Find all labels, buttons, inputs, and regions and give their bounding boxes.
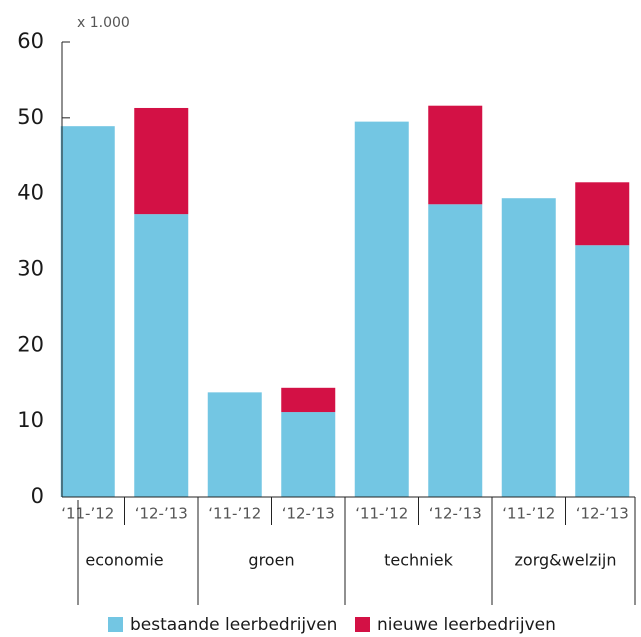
x-tick-label: ‘11-’12 [61, 505, 114, 523]
legend-label: nieuwe leerbedrijven [377, 615, 556, 635]
legend-swatch [355, 617, 370, 632]
unit-label: x 1.000 [77, 15, 130, 31]
legend-label: bestaande leerbedrijven [130, 615, 337, 635]
y-tick-label: 50 [17, 105, 44, 129]
x-tick-label: ‘11-’12 [502, 505, 555, 523]
bar-segment [428, 204, 483, 498]
x-tick-label: ‘12-’13 [135, 505, 188, 523]
bar-segment [281, 412, 336, 497]
bar-segment [428, 105, 483, 205]
bar-segment [575, 245, 630, 497]
legend-swatch [108, 617, 123, 632]
x-tick-label: ‘11-’12 [208, 505, 261, 523]
group-label: groen [248, 551, 294, 570]
y-tick-label: 20 [17, 332, 44, 356]
y-tick-label: 60 [17, 29, 44, 53]
bar-segment [60, 126, 115, 498]
y-tick-label: 10 [17, 408, 44, 432]
bar-segment [281, 387, 336, 413]
y-tick-label: 30 [17, 257, 44, 281]
bar-segment [501, 198, 556, 497]
bar-segment [134, 214, 189, 497]
bar-segment [207, 392, 262, 497]
y-tick-label: 0 [31, 484, 44, 508]
group-label: techniek [384, 551, 453, 570]
group-label: economie [85, 551, 163, 570]
x-tick-label: ‘12-’13 [429, 505, 482, 523]
bar-segment [134, 107, 189, 215]
x-tick-label: ‘12-’13 [282, 505, 335, 523]
bar-segment [354, 121, 409, 497]
x-tick-label: ‘12-’13 [576, 505, 629, 523]
x-tick-label: ‘11-’12 [355, 505, 408, 523]
y-tick-label: 40 [17, 181, 44, 205]
group-label: zorg&welzijn [515, 551, 617, 570]
bar-segment [575, 182, 630, 246]
